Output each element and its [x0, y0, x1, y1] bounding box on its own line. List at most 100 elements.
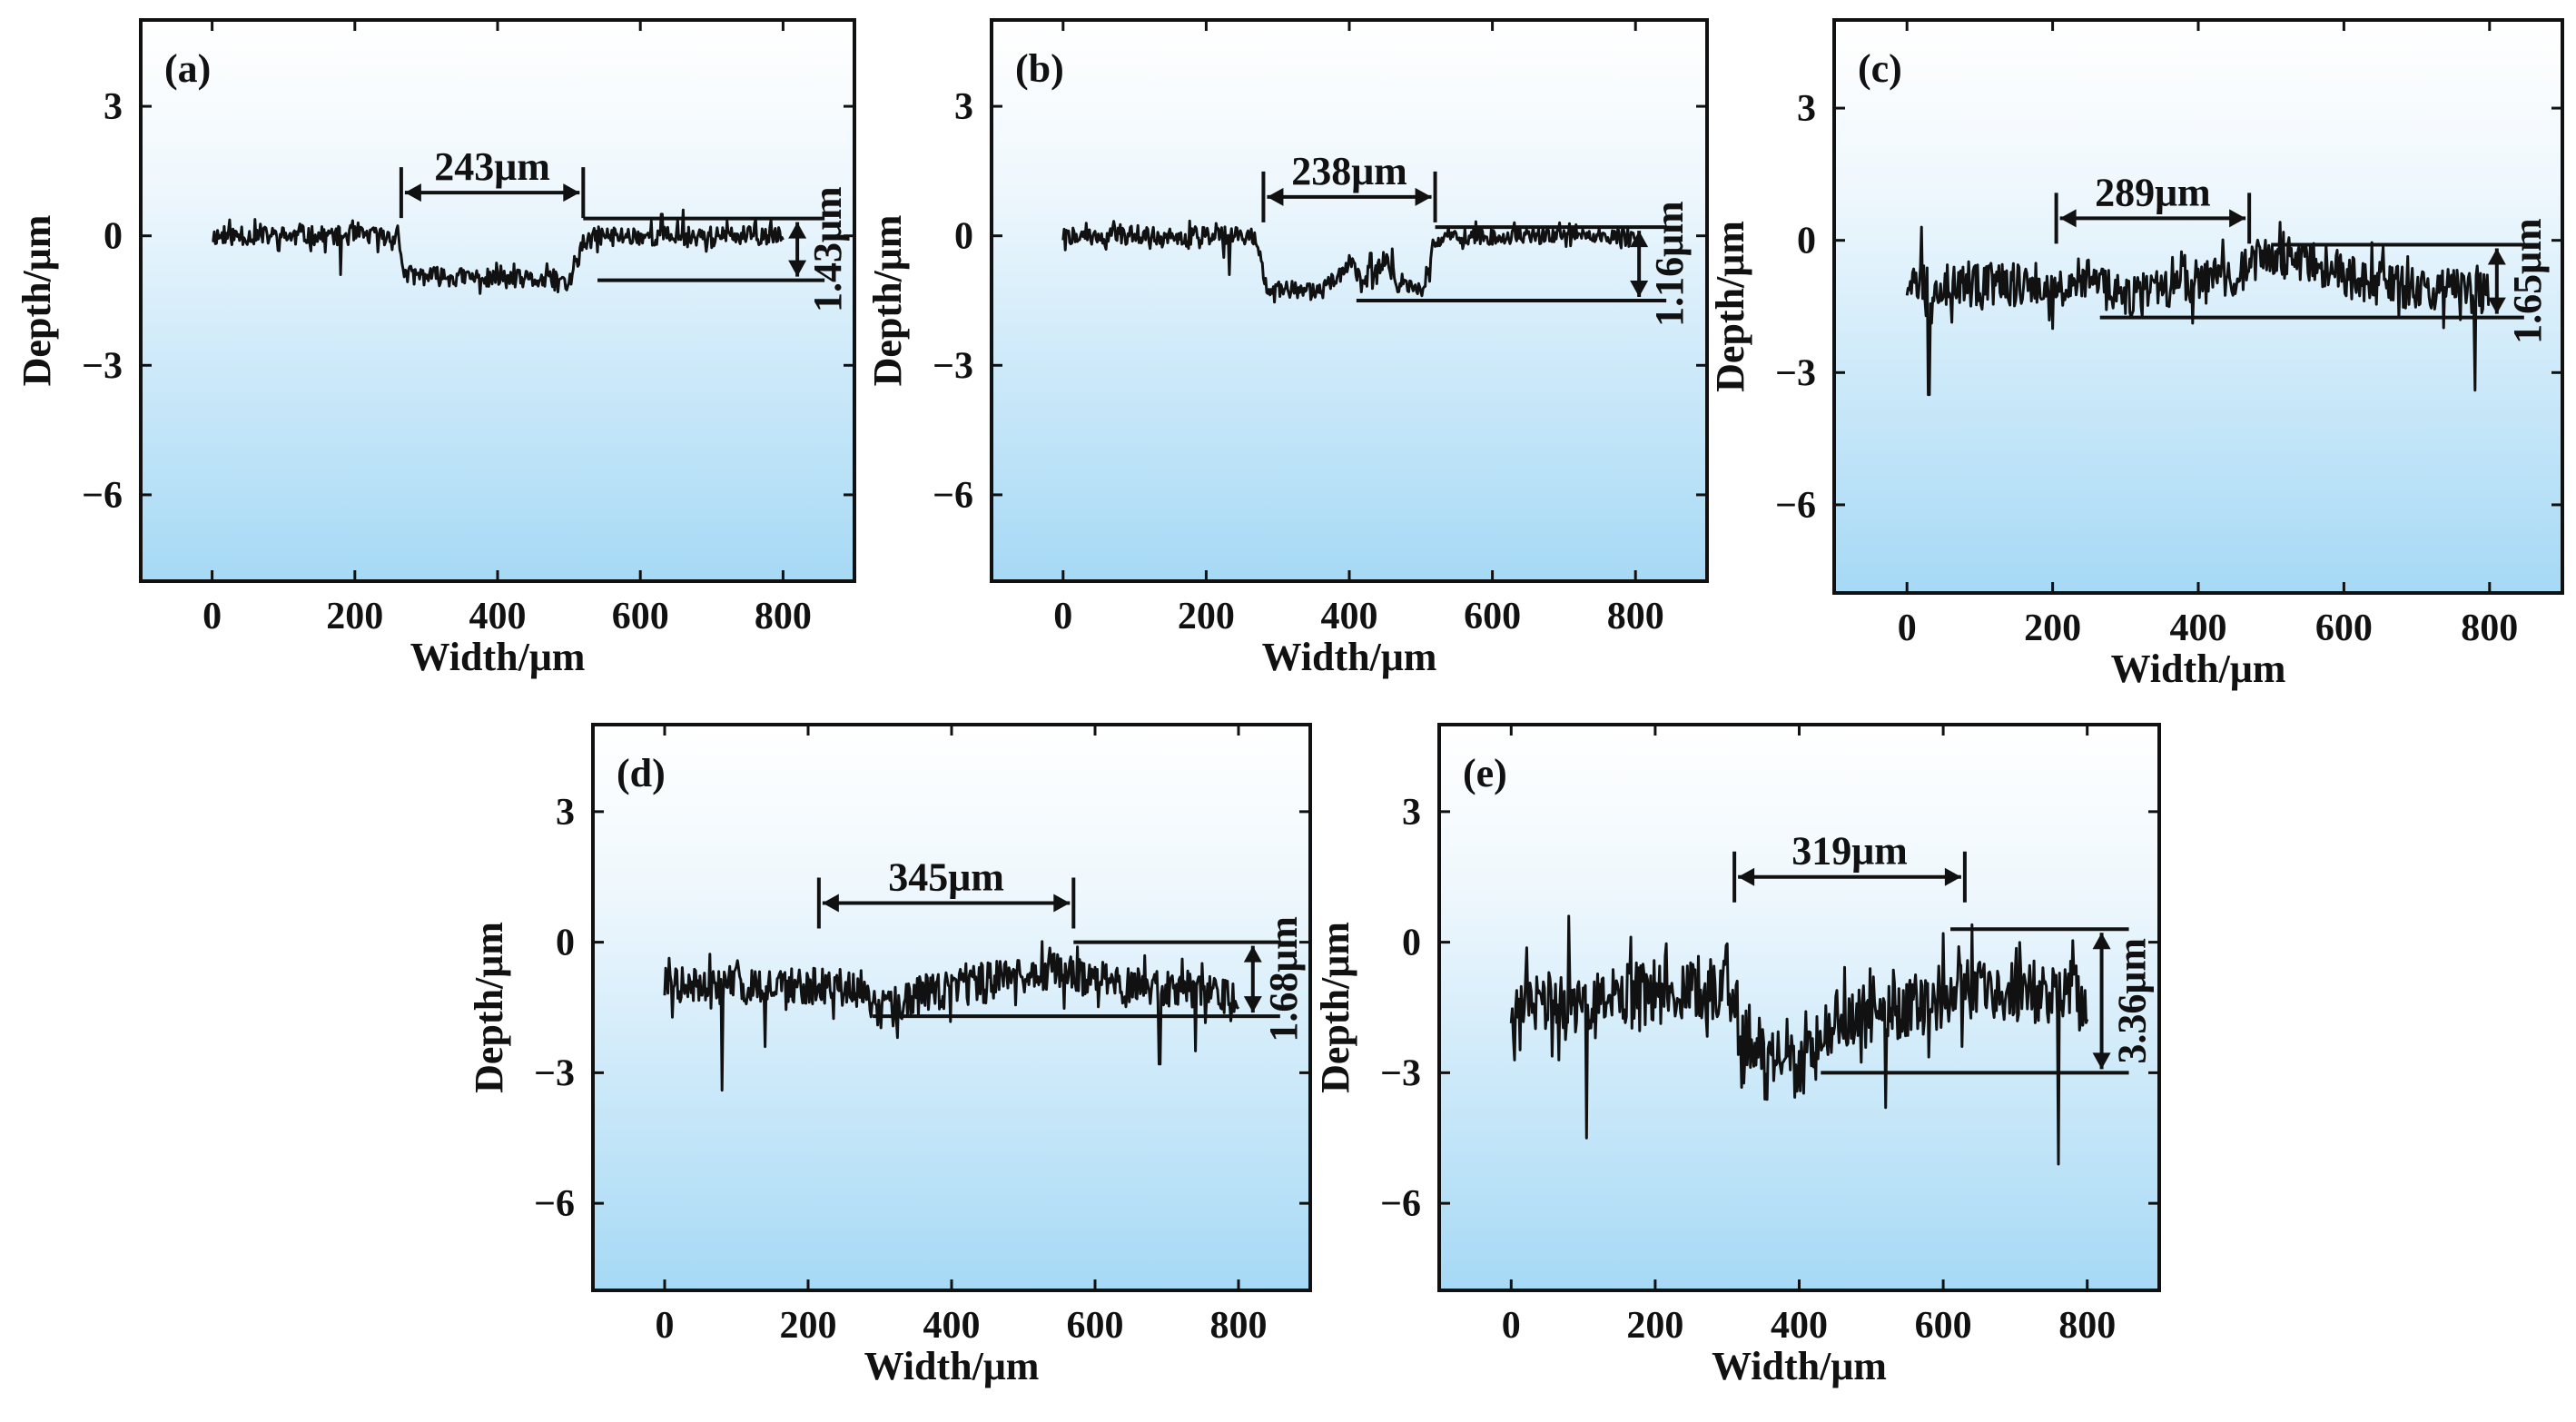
x-tick-label: 800: [2461, 607, 2518, 649]
x-tick-label: 600: [1067, 1305, 1124, 1347]
y-tick-label: −3: [82, 345, 123, 387]
panel-label: (a): [164, 46, 211, 91]
x-tick-label: 800: [2058, 1305, 2116, 1347]
depth-profile-line: [1905, 221, 2491, 397]
y-tick-label: 0: [1797, 221, 1816, 262]
y-axis-label: Depth/μm: [467, 922, 511, 1093]
x-axis-label: Width/μm: [410, 635, 586, 679]
x-axis-label: Width/μm: [1262, 635, 1437, 679]
y-tick-label: −3: [534, 1052, 575, 1094]
width-arrowhead-right: [2229, 209, 2246, 228]
depth-arrowhead-bottom: [1243, 996, 1262, 1013]
width-arrowhead-right: [1053, 894, 1071, 913]
panel-d: 0 200 400 600 800 3 0 −3 −6 Width/μm Depth/μm (d) 34…: [467, 723, 1312, 1388]
y-tick-label: 3: [104, 86, 123, 128]
x-tick-label: 0: [656, 1305, 675, 1347]
x-tick-label: 600: [2315, 607, 2373, 649]
x-tick-label: 600: [1464, 596, 1521, 637]
depth-profile-line: [212, 208, 785, 295]
depth-annotation-label: 1.43μm: [805, 186, 850, 312]
y-tick-label: 3: [1402, 792, 1421, 834]
depth-annotation-label: 1.68μm: [1261, 916, 1306, 1042]
y-tick-label: 3: [556, 792, 575, 834]
depth-arrowhead-top: [1243, 945, 1262, 963]
y-tick-label: 0: [1402, 923, 1421, 964]
y-tick-label: −6: [1380, 1183, 1421, 1225]
width-arrowhead-left: [1738, 867, 1755, 886]
x-tick-label: 0: [202, 596, 222, 637]
depth-arrowhead-top: [788, 222, 807, 239]
y-tick-label: −3: [1775, 352, 1816, 394]
depth-arrowhead-top: [2092, 933, 2111, 950]
width-arrowhead-left: [2059, 209, 2077, 228]
y-tick-label: 3: [954, 86, 973, 128]
x-tick-label: 400: [923, 1305, 981, 1347]
x-tick-label: 0: [1898, 607, 1917, 649]
y-axis-label: Depth/μm: [1313, 922, 1357, 1093]
x-tick-label: 800: [755, 596, 812, 637]
width-annotation-label: 238μm: [1291, 149, 1407, 193]
x-axis-label: Width/μm: [1712, 1344, 1887, 1388]
depth-profile-line: [1061, 219, 1636, 304]
panel-label: (b): [1015, 46, 1064, 91]
depth-arrowhead-top: [1630, 231, 1649, 248]
width-annotation-label: 319μm: [1791, 829, 1908, 874]
x-tick-label: 200: [2024, 607, 2081, 649]
width-annotation-label: 345μm: [888, 854, 1004, 899]
y-axis-label: Depth/μm: [865, 215, 910, 387]
y-tick-label: 0: [104, 216, 123, 258]
plot-background: [1834, 20, 2562, 593]
y-tick-label: −6: [534, 1183, 575, 1225]
x-tick-label: 200: [1178, 596, 1235, 637]
y-tick-label: 0: [954, 216, 973, 258]
panel-c: 0 200 400 600 800 3 0 −3 −6 Width/μm Depth/μm (c) 28…: [1708, 18, 2564, 691]
depth-annotation-label: 1.16μm: [1647, 201, 1692, 327]
y-tick-label: −6: [933, 475, 973, 517]
width-arrowhead-left: [404, 183, 421, 202]
y-tick-label: 0: [556, 923, 575, 964]
x-tick-label: 0: [1502, 1305, 1521, 1347]
x-tick-label: 800: [1607, 596, 1664, 637]
y-tick-label: −6: [1775, 485, 1816, 527]
panel-label: (c): [1858, 46, 1902, 91]
x-tick-label: 400: [2170, 607, 2227, 649]
y-tick-label: −6: [82, 475, 123, 517]
panel-label: (e): [1463, 751, 1507, 795]
width-arrowhead-left: [1267, 187, 1284, 206]
y-tick-label: −3: [1380, 1052, 1421, 1094]
depth-annotation-label: 3.36μm: [2110, 938, 2155, 1064]
depth-arrowhead-bottom: [788, 260, 807, 277]
width-arrowhead-right: [1415, 187, 1432, 206]
x-tick-label: 800: [1210, 1305, 1268, 1347]
x-axis-label: Width/μm: [2111, 647, 2286, 691]
width-annotation-label: 243μm: [434, 144, 550, 189]
panel-e: 0 200 400 600 800 3 0 −3 −6 Width/μm Depth/μm (e) 31…: [1313, 723, 2161, 1388]
depth-annotation-label: 1.65μm: [2505, 218, 2550, 344]
depth-arrowhead-bottom: [2487, 297, 2506, 314]
panel-b: 0 200 400 600 800 3 0 −3 −6 Width/μm Depth/μm (b) 23…: [865, 18, 1709, 679]
y-axis-label: Depth/μm: [1708, 221, 1752, 392]
width-arrowhead-right: [1944, 867, 1961, 886]
depth-arrowhead-bottom: [2092, 1052, 2111, 1070]
x-tick-label: 200: [1626, 1305, 1683, 1347]
width-annotation-label: 289μm: [2095, 170, 2211, 214]
x-axis-label: Width/μm: [864, 1344, 1040, 1388]
x-tick-label: 400: [469, 596, 527, 637]
x-tick-label: 400: [1771, 1305, 1828, 1347]
x-tick-label: 0: [1053, 596, 1072, 637]
x-tick-label: 200: [780, 1305, 837, 1347]
y-tick-label: 3: [1797, 88, 1816, 130]
depth-arrowhead-bottom: [1630, 281, 1649, 297]
depth-profile-line: [663, 940, 1240, 1092]
depth-arrowhead-top: [2487, 248, 2506, 265]
x-tick-label: 600: [612, 596, 669, 637]
depth-profile-line: [1509, 914, 2089, 1166]
panel-a: 0 200 400 600 800 3 0 −3 −6 Width/μm Depth/μm (a) 24…: [15, 18, 856, 679]
panel-label: (d): [617, 751, 666, 795]
width-arrowhead-left: [822, 894, 839, 913]
x-tick-label: 600: [1915, 1305, 1972, 1347]
x-tick-label: 200: [326, 596, 383, 637]
y-axis-label: Depth/μm: [15, 215, 59, 387]
width-arrowhead-right: [563, 183, 580, 202]
